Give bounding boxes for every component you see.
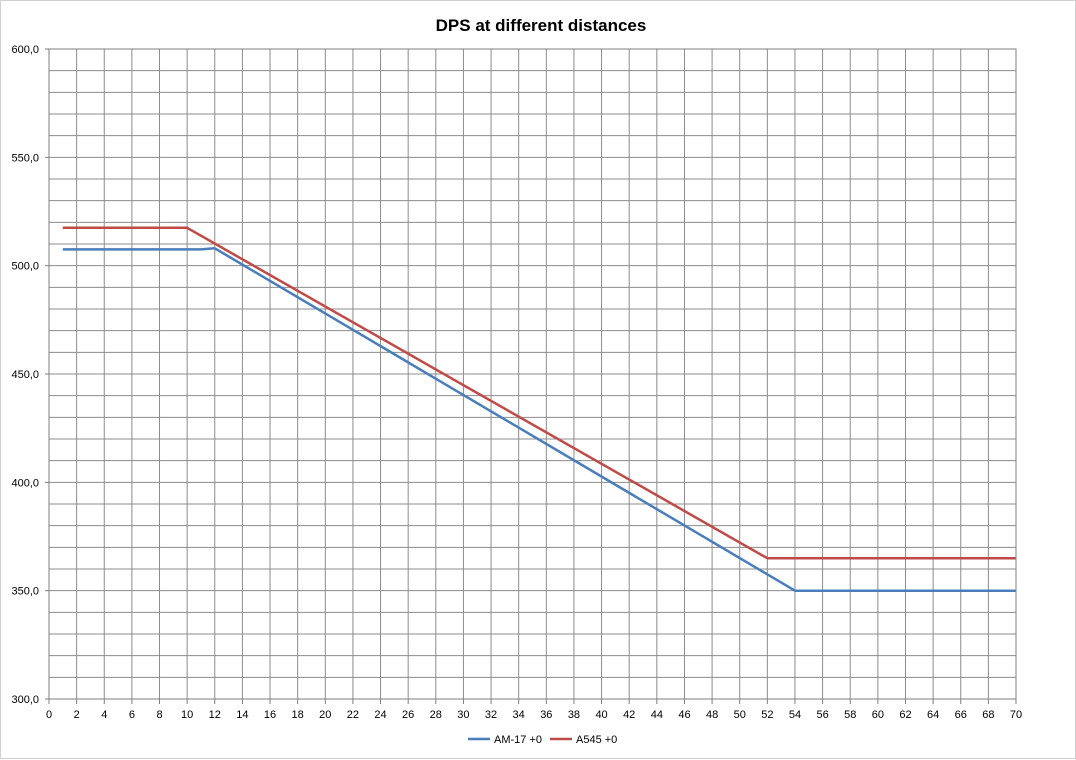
series-line-1 <box>62 226 1016 560</box>
x-tick-label: 26 <box>402 709 414 721</box>
y-tick-label: 400,0 <box>11 477 39 489</box>
x-tick-label: 54 <box>789 709 801 721</box>
x-tick-label: 14 <box>236 709 248 721</box>
axes: 0 2 4 6 8 10 12 14 16 18 20 22 24 26 28 30 32 34 36 38 40 42 4… <box>11 44 1022 721</box>
x-tick-label: 18 <box>292 709 304 721</box>
grid <box>48 48 1017 700</box>
x-tick-label: 58 <box>844 709 856 721</box>
legend-label-am17: AM-17 +0 <box>494 734 542 746</box>
x-tick-label: 24 <box>374 709 386 721</box>
x-tick-label: 32 <box>485 709 497 721</box>
x-tick-label: 38 <box>568 709 580 721</box>
x-tick-label: 66 <box>955 709 967 721</box>
x-tick-label: 20 <box>319 709 331 721</box>
chart-title: DPS at different distances <box>436 16 647 35</box>
x-tick-label: 42 <box>623 709 635 721</box>
x-tick-label: 4 <box>101 709 107 721</box>
x-tick-label: 22 <box>347 709 359 721</box>
y-tick-label: 550,0 <box>11 152 39 164</box>
x-tick-label: 70 <box>1010 709 1022 721</box>
x-tick-label: 68 <box>982 709 994 721</box>
x-tick-label: 40 <box>595 709 607 721</box>
legend-label-a545: A545 +0 <box>576 734 617 746</box>
x-tick-label: 50 <box>734 709 746 721</box>
x-tick-label: 60 <box>872 709 884 721</box>
legend: AM-17 +0 A545 +0 <box>468 734 617 746</box>
x-tick-label: 2 <box>74 709 80 721</box>
series-line-0 <box>62 247 1016 592</box>
x-tick-label: 16 <box>264 709 276 721</box>
x-tick-label: 56 <box>816 709 828 721</box>
x-tick-label: 36 <box>540 709 552 721</box>
x-tick-label: 10 <box>181 709 193 721</box>
series-layer <box>62 226 1016 592</box>
x-tick-label: 8 <box>156 709 162 721</box>
x-tick-label: 6 <box>129 709 135 721</box>
y-tick-label: 600,0 <box>11 44 39 56</box>
x-tick-label: 0 <box>46 709 52 721</box>
y-tick-label: 350,0 <box>11 586 39 598</box>
y-tick-label: 300,0 <box>11 694 39 706</box>
x-tick-label: 44 <box>651 709 663 721</box>
y-tick-label: 450,0 <box>11 369 39 381</box>
y-tick-label: 500,0 <box>11 261 39 273</box>
x-tick-label: 28 <box>430 709 442 721</box>
x-tick-label: 52 <box>761 709 773 721</box>
x-tick-label: 46 <box>678 709 690 721</box>
x-tick-label: 48 <box>706 709 718 721</box>
x-tick-label: 30 <box>457 709 469 721</box>
x-tick-label: 34 <box>513 709 525 721</box>
x-tick-label: 12 <box>209 709 221 721</box>
x-tick-label: 64 <box>927 709 939 721</box>
x-tick-label: 62 <box>899 709 911 721</box>
